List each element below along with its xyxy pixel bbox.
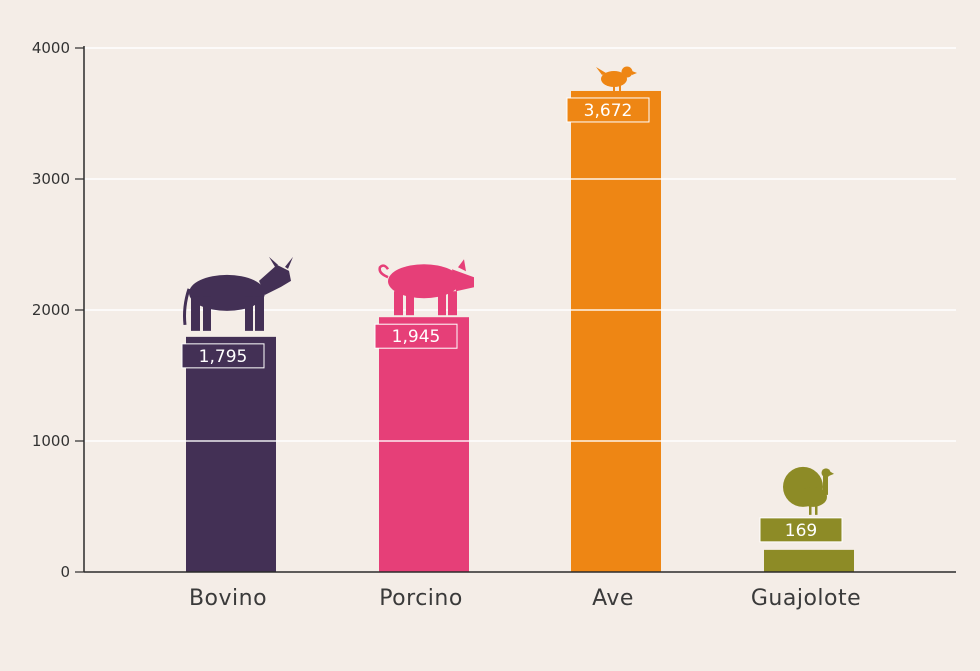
y-tick-label: 4000	[32, 39, 70, 57]
cow-icon	[183, 256, 293, 331]
labels: 0 1000 2000 3000 4000 1,795 Bovino 1,945 Porcino…	[32, 39, 861, 611]
value-label: 1,795	[199, 347, 248, 367]
y-tick-label: 3000	[32, 170, 70, 188]
value-label: 3,672	[584, 101, 633, 121]
y-tick-label: 2000	[32, 301, 70, 319]
value-label-box	[759, 517, 843, 543]
bars	[186, 90, 854, 572]
value-label-box	[181, 343, 265, 369]
x-category-label: Bovino	[189, 586, 267, 611]
x-category-label: Ave	[592, 586, 634, 611]
bar-porcino	[379, 317, 469, 572]
value-label: 169	[785, 521, 817, 541]
value-label-box	[566, 97, 650, 123]
y-tick-label: 1000	[32, 432, 70, 450]
chicken-icon	[596, 66, 637, 91]
x-category-label: Porcino	[379, 586, 463, 611]
bar-ave	[571, 90, 661, 572]
value-label: 1,945	[392, 327, 441, 347]
turkey-icon	[783, 466, 834, 515]
bar-guajolote	[764, 549, 854, 572]
pig-icon	[378, 259, 474, 316]
axes	[75, 46, 956, 573]
y-tick-label: 0	[60, 563, 70, 581]
x-category-label: Guajolote	[751, 586, 861, 611]
bar-bovino	[186, 336, 276, 572]
value-label-box	[374, 323, 458, 349]
